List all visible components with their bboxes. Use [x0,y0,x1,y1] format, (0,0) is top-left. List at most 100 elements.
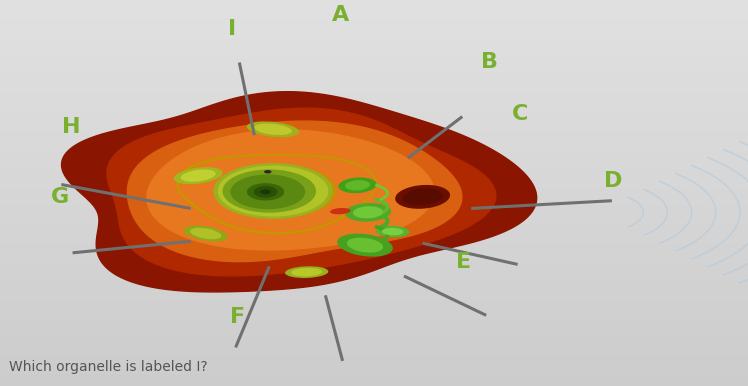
Bar [0,154,748,158]
Bar [0,305,748,309]
Bar [0,158,748,162]
Bar [0,189,748,193]
Ellipse shape [260,190,271,195]
Bar [0,351,748,355]
Bar [0,205,748,208]
Ellipse shape [381,228,404,235]
Ellipse shape [222,169,316,213]
Bar [0,374,748,378]
Bar [0,108,748,112]
Bar [0,286,748,290]
Ellipse shape [190,228,221,239]
Bar [0,344,748,347]
Ellipse shape [330,208,351,214]
Bar [0,58,748,62]
Bar [0,69,748,73]
Text: H: H [62,117,80,137]
Bar [0,35,748,39]
Bar [0,166,748,170]
Bar [0,147,748,151]
Bar [0,12,748,15]
Bar [0,174,748,178]
Text: D: D [604,171,622,191]
Bar [0,317,748,320]
Bar [0,96,748,100]
Text: I: I [228,19,236,39]
Ellipse shape [254,186,278,198]
Bar [0,235,748,239]
Bar [0,112,748,116]
Bar [0,170,748,174]
Bar [0,100,748,104]
Ellipse shape [402,188,443,205]
Bar [0,320,748,324]
Text: E: E [456,252,471,273]
Bar [0,243,748,247]
Bar [0,313,748,317]
Ellipse shape [213,163,333,219]
Ellipse shape [285,266,328,278]
Bar [0,162,748,166]
Bar [0,15,748,19]
Bar [0,328,748,332]
Text: G: G [51,187,69,207]
Bar [0,8,748,12]
Polygon shape [107,108,496,276]
Ellipse shape [345,180,370,190]
Bar [0,359,748,363]
Ellipse shape [254,124,292,135]
Bar [0,309,748,313]
Polygon shape [61,92,536,292]
Ellipse shape [353,206,383,218]
Ellipse shape [264,170,272,173]
Ellipse shape [345,203,391,222]
Text: C: C [512,104,528,124]
Bar [0,251,748,255]
Bar [0,324,748,328]
Bar [0,0,748,4]
Ellipse shape [338,178,377,193]
Bar [0,4,748,8]
Bar [0,19,748,23]
Bar [0,347,748,351]
Bar [0,301,748,305]
Bar [0,270,748,274]
Bar [0,81,748,85]
Bar [0,274,748,278]
Bar [0,193,748,197]
Bar [0,66,748,69]
Bar [0,332,748,336]
Bar [0,247,748,251]
Bar [0,262,748,266]
Bar [0,85,748,89]
Bar [0,297,748,301]
Bar [0,228,748,232]
Ellipse shape [218,166,328,217]
Bar [0,93,748,96]
Bar [0,355,748,359]
Bar [0,39,748,42]
Bar [0,178,748,181]
Bar [0,224,748,228]
Bar [0,42,748,46]
Bar [0,181,748,185]
Bar [0,127,748,131]
Bar [0,212,748,216]
Bar [0,201,748,205]
Bar [0,259,748,262]
Bar [0,378,748,382]
Bar [0,371,748,374]
Bar [0,220,748,224]
Bar [0,139,748,143]
Bar [0,143,748,147]
Ellipse shape [337,234,393,257]
Bar [0,367,748,371]
Bar [0,73,748,77]
Polygon shape [127,121,462,262]
Ellipse shape [184,225,227,242]
Ellipse shape [291,268,322,276]
Bar [0,216,748,220]
Bar [0,50,748,54]
Bar [0,293,748,297]
Ellipse shape [174,167,223,184]
